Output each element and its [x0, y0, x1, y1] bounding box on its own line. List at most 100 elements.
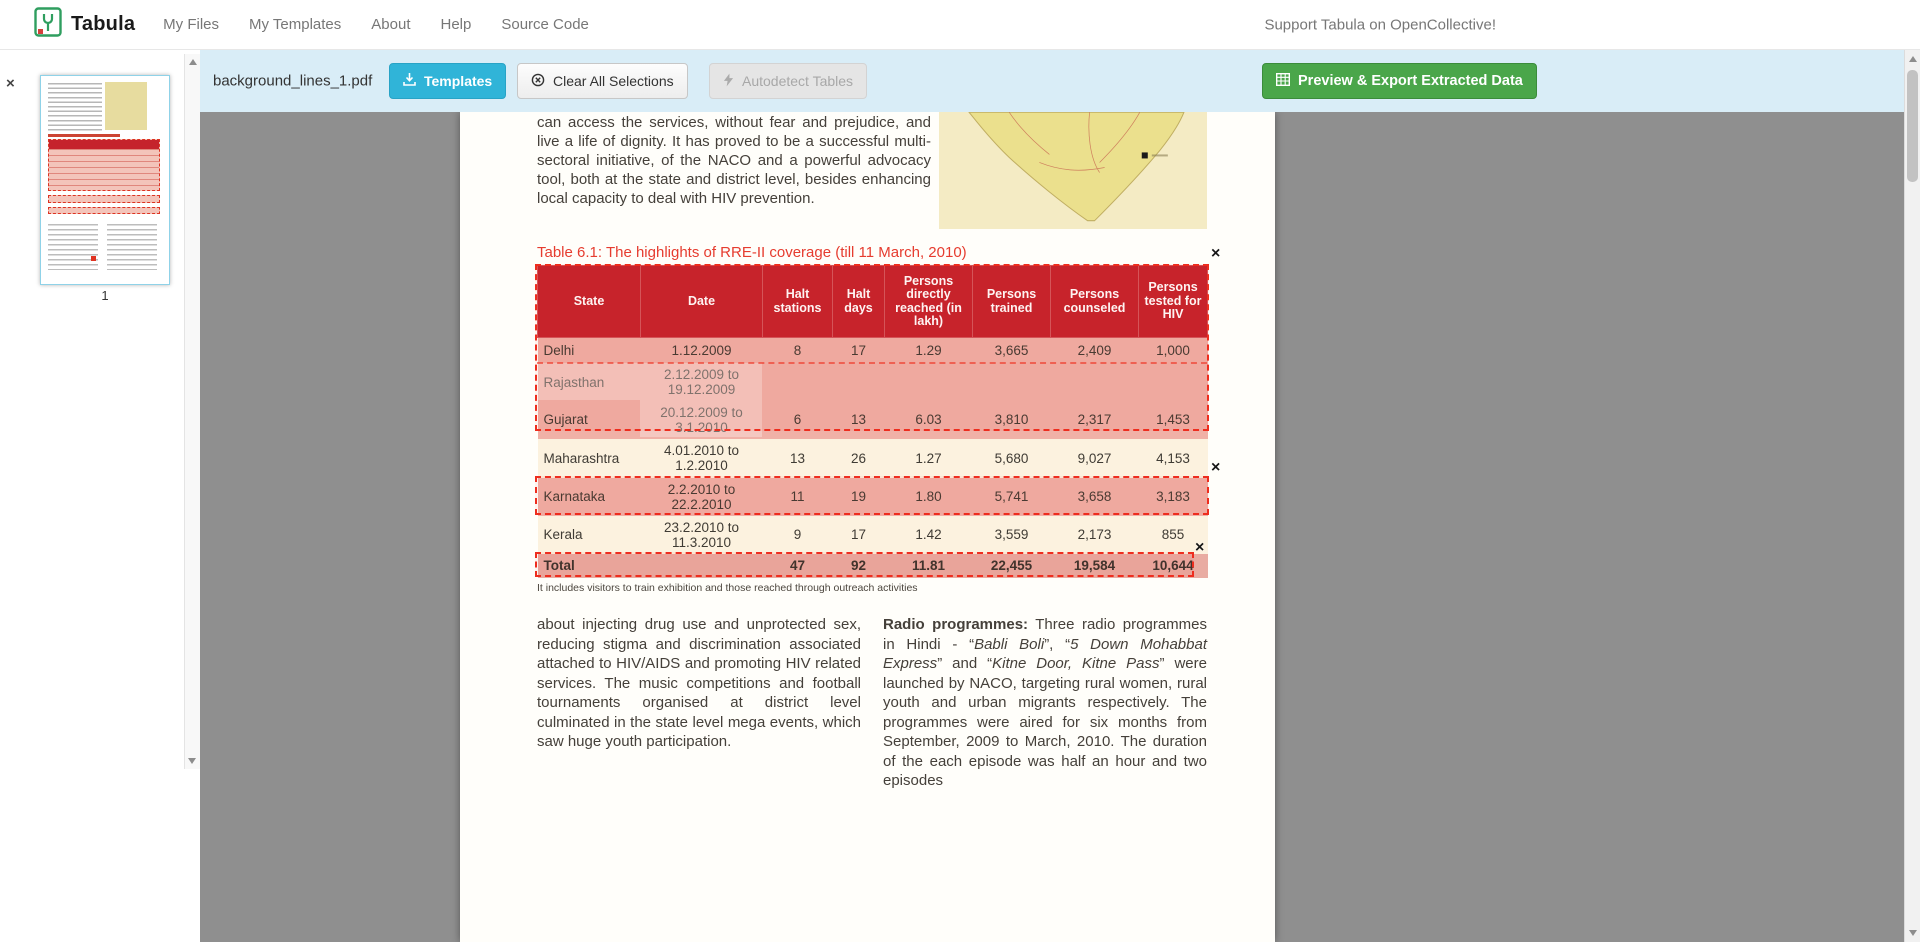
table-cell: 1.27 [915, 450, 942, 466]
table-cell: 17 [850, 527, 867, 542]
table-cell: 1,453 [1156, 412, 1190, 427]
thumbnail-selection-strip [48, 207, 160, 214]
thumbnail-close-icon[interactable]: × [6, 75, 15, 92]
nav-item-help[interactable]: Help [440, 16, 472, 33]
table-cell: 3,658 [1077, 489, 1112, 504]
table-header-cell: Persons tested for HIV [1138, 265, 1208, 338]
sidebar-page-list: × 1 [0, 50, 200, 942]
table-row: Delhi 1.12.2009 8 17 1.29 3,665 2,409 1,… [537, 337, 1208, 364]
autodetect-label: Autodetect Tables [742, 73, 854, 89]
nav-item-about[interactable]: About [371, 16, 411, 33]
table-cell: 26 [850, 450, 867, 466]
nav-item-source-code[interactable]: Source Code [501, 16, 589, 33]
thumbnail-text-lines [48, 83, 102, 131]
selection-region-2[interactable] [535, 476, 1209, 515]
table-cell: 17 [850, 343, 867, 359]
preview-export-button[interactable]: Preview & Export Extracted Data [1262, 63, 1537, 99]
table-cell: 3,810 [994, 412, 1029, 427]
templates-icon [403, 73, 416, 89]
templates-label: Templates [424, 73, 493, 89]
table-cell: 10,644 [1152, 558, 1194, 573]
table-cell: 22,455 [990, 558, 1033, 573]
workspace: can access the services, without fear an… [200, 112, 1904, 942]
nav-menu: My Files My Templates About Help Source … [163, 16, 589, 33]
table-row: Karnataka 2.2.2010 to 22.2.2010 11 19 1.… [537, 477, 1208, 516]
thumbnail-selection-marker [91, 256, 96, 261]
table-cell: Delhi [543, 343, 575, 359]
table-header-cell: Halt days [832, 265, 885, 338]
scroll-down-icon[interactable] [1909, 930, 1917, 936]
table-cell: 19 [850, 489, 867, 504]
table-cell: 855 [1161, 527, 1185, 542]
tabula-logo-icon [34, 7, 62, 42]
thumbnail-table-title [48, 134, 120, 137]
pdf-column-left: about injecting drug use and unprotected… [537, 616, 861, 750]
table-cell: 13 [789, 450, 806, 466]
india-map-image [939, 112, 1207, 229]
table-cell: 2.2.2010 to 22.2.2010 [667, 481, 736, 512]
scrollbar-thumb[interactable] [1907, 70, 1918, 182]
pdf-paragraph-top: can access the services, without fear an… [537, 114, 931, 207]
selection-divider [537, 362, 1207, 364]
table-cell: 47 [789, 558, 806, 573]
open-file-name: background_lines_1.pdf [213, 72, 373, 90]
lightning-icon [723, 73, 734, 90]
table-row: Kerala 23.2.2010 to 11.3.2010 9 17 1.42 … [537, 515, 1208, 554]
selection-overlap-patch [537, 363, 762, 400]
table-cell: 9 [793, 527, 802, 542]
selection-region-1[interactable] [535, 264, 1209, 431]
table-cell: 4,153 [1156, 450, 1190, 466]
selection-1-close-icon[interactable]: × [1211, 245, 1221, 262]
nav-item-my-templates[interactable]: My Templates [249, 16, 342, 33]
table-cell: 5,680 [994, 450, 1029, 466]
toolbar: background_lines_1.pdf Templates Clear A… [200, 50, 1904, 112]
sidebar-scroll-up-icon[interactable] [188, 59, 197, 65]
table-cell: 3,183 [1156, 489, 1190, 504]
table-cell: 4.01.2010 to 1.2.2010 [663, 443, 740, 473]
selection-2-close-icon[interactable]: × [1211, 459, 1221, 476]
table-cell: 6.03 [915, 412, 942, 427]
page-number-label: 1 [101, 288, 109, 303]
page-thumbnail[interactable] [40, 75, 170, 285]
selection-region-3[interactable] [535, 552, 1194, 577]
thumbnail-table-body [49, 149, 159, 189]
scroll-up-icon[interactable] [1908, 56, 1917, 62]
table-cell: Maharashtra [543, 450, 620, 466]
templates-button[interactable]: Templates [389, 63, 507, 99]
pdf-page-canvas[interactable]: can access the services, without fear an… [460, 112, 1275, 942]
table-cell: Total [543, 558, 575, 573]
clear-all-selections-button[interactable]: Clear All Selections [517, 63, 688, 99]
table-cell: Kerala [543, 527, 583, 542]
pdf-column-right: Radio programmes: Three radio programmes… [883, 616, 1207, 789]
pdf-table-footnote: It includes visitors to train exhibition… [537, 582, 918, 594]
clear-circle-x-icon [531, 73, 545, 90]
table-row: Maharashtra 4.01.2010 to 1.2.2010 13 26 … [537, 438, 1208, 478]
table-cell: 1.80 [915, 489, 942, 504]
table-cell: 1.42 [915, 527, 942, 542]
thumbnail-table-header [49, 140, 159, 149]
main-scrollbar[interactable] [1904, 50, 1920, 942]
pdf-table: State Date Halt stations Halt days Perso… [537, 265, 1208, 578]
autodetect-tables-button[interactable]: Autodetect Tables [709, 63, 868, 99]
table-cell: 9,027 [1077, 450, 1112, 466]
navbar: Tabula My Files My Templates About Help … [0, 0, 1920, 50]
table-cell: 13 [850, 412, 867, 427]
table-total-row: Total 47 92 11.81 22,455 19,584 10,644 [537, 553, 1208, 578]
table-header-row: State Date Halt stations Halt days Perso… [537, 265, 1208, 338]
thumbnail-selection-strip [48, 195, 160, 203]
sidebar-scroll-down-icon[interactable] [188, 758, 196, 764]
table-cell: 23.2.2010 to 11.3.2010 [663, 519, 740, 550]
table-cell: Karnataka [543, 489, 606, 504]
brand-link[interactable]: Tabula [34, 7, 135, 42]
support-link[interactable]: Support Tabula on OpenCollective! [1264, 16, 1496, 33]
table-cell: 19,584 [1073, 558, 1116, 573]
table-row: Gujarat 20.12.2009 to 3.1.2010 6 13 6.03… [537, 400, 1208, 439]
clear-label: Clear All Selections [553, 73, 674, 89]
sidebar-scrollbar[interactable] [184, 54, 200, 769]
thumbnail-text-column [48, 224, 98, 270]
table-header-cell: Persons counseled [1050, 265, 1139, 338]
thumbnail-table-selection [48, 139, 160, 191]
nav-item-my-files[interactable]: My Files [163, 16, 220, 33]
table-cell: 92 [850, 558, 867, 573]
selection-3-close-icon[interactable]: × [1195, 539, 1205, 556]
